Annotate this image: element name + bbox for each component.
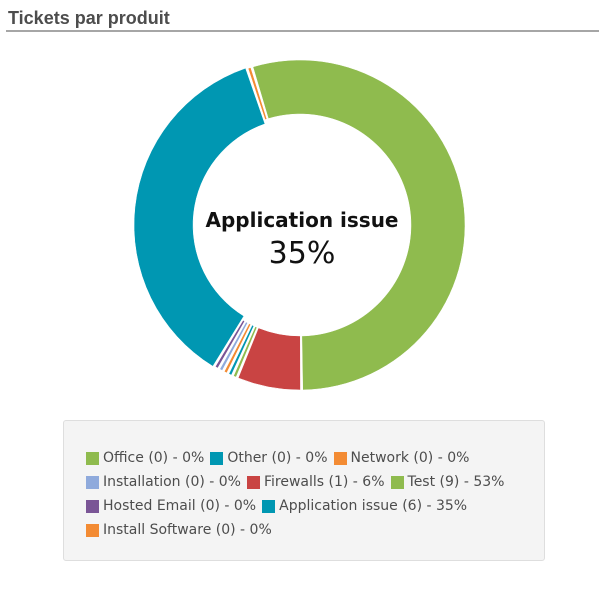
legend-row: Hosted Email (0) - 0% Application issue (… bbox=[86, 494, 544, 518]
legend-item-installation[interactable]: Installation (0) - 0% bbox=[86, 474, 241, 490]
donut-slice-application-issue[interactable] bbox=[133, 67, 266, 367]
legend-label: Installation (0) - 0% bbox=[103, 474, 241, 490]
legend-item-install-software[interactable]: Install Software (0) - 0% bbox=[86, 522, 272, 538]
legend-row: Office (0) - 0% Other (0) - 0% Network (0)… bbox=[86, 446, 544, 470]
legend-label: Network (0) - 0% bbox=[350, 450, 470, 466]
legend-swatch bbox=[86, 523, 99, 537]
legend-row: Install Software (0) - 0% bbox=[86, 518, 544, 542]
legend-label: Hosted Email (0) - 0% bbox=[103, 498, 257, 514]
legend-swatch bbox=[246, 475, 260, 489]
donut-slice-hosted-email[interactable] bbox=[214, 319, 246, 369]
legend-label: Office (0) - 0% bbox=[103, 450, 205, 466]
legend-label: Firewalls (1) - 6% bbox=[263, 474, 385, 490]
legend-swatch bbox=[262, 499, 276, 513]
legend-row: Installation (0) - 0% Firewalls (1) - 6% T… bbox=[86, 470, 544, 494]
donut-slice-installation[interactable] bbox=[219, 321, 249, 371]
donut-slice-install-software[interactable] bbox=[247, 67, 268, 120]
legend-item-test[interactable]: Test (9) - 53% bbox=[390, 474, 505, 490]
legend-item-network[interactable]: Network (0) - 0% bbox=[333, 450, 470, 466]
legend-item-firewalls[interactable]: Firewalls (1) - 6% bbox=[246, 474, 385, 490]
donut-slice-network[interactable] bbox=[223, 323, 252, 374]
donut-center-value: 35% bbox=[268, 236, 336, 271]
donut-slice-test[interactable] bbox=[252, 59, 466, 391]
legend-label: Other (0) - 0% bbox=[227, 450, 328, 466]
chart-legend: Office (0) - 0% Other (0) - 0% Network (0)… bbox=[63, 420, 545, 561]
donut-chart bbox=[133, 59, 466, 391]
legend-item-office[interactable]: Office (0) - 0% bbox=[86, 450, 204, 466]
legend-label: Application issue (6) - 35% bbox=[279, 498, 468, 514]
donut-slice-firewalls[interactable] bbox=[237, 327, 301, 391]
legend-swatch bbox=[86, 499, 99, 513]
legend-label: Install Software (0) - 0% bbox=[103, 522, 272, 538]
legend-swatch bbox=[333, 451, 347, 465]
donut-slice-office[interactable] bbox=[233, 326, 258, 378]
legend-label: Test (9) - 53% bbox=[407, 474, 505, 490]
legend-swatch bbox=[86, 475, 99, 489]
donut-center-label: Application issue bbox=[205, 208, 399, 232]
legend-swatch bbox=[390, 475, 404, 489]
title-divider bbox=[6, 30, 599, 32]
panel-title: Tickets par produit bbox=[8, 8, 170, 28]
legend-item-application-issue[interactable]: Application issue (6) - 35% bbox=[262, 498, 467, 514]
donut-slice-other[interactable] bbox=[228, 324, 255, 376]
legend-swatch bbox=[210, 451, 224, 465]
legend-swatch bbox=[86, 451, 99, 465]
legend-item-hosted-email[interactable]: Hosted Email (0) - 0% bbox=[86, 498, 256, 514]
legend-item-other[interactable]: Other (0) - 0% bbox=[210, 450, 328, 466]
